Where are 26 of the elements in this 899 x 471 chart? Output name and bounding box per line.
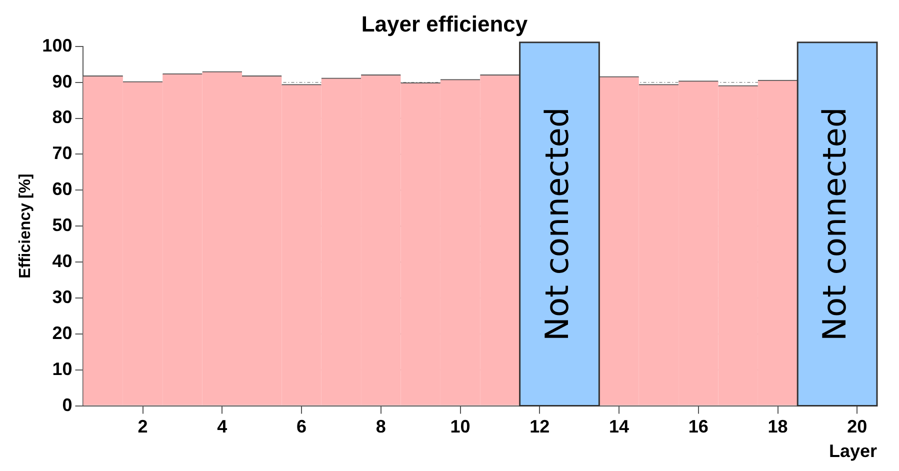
y-axis-title: Efficiency [%] (17, 174, 34, 279)
y-tick-label: 20 (52, 322, 72, 343)
band-label: Not connected (538, 107, 576, 341)
band-label: Not connected (816, 107, 854, 341)
x-axis-title: Layer (828, 441, 877, 462)
chart-title: Layer efficiency (361, 11, 528, 36)
y-tick-label: 50 (52, 215, 72, 236)
x-tick-label: 16 (688, 416, 708, 437)
x-tick-label: 12 (530, 416, 550, 437)
x-tick-label: 20 (847, 416, 868, 437)
y-tick-label: 80 (52, 107, 72, 128)
y-tick-label: 0 (62, 394, 72, 415)
x-tick-label: 2 (138, 416, 148, 437)
x-tick-label: 6 (296, 416, 307, 437)
y-tick-label: 10 (52, 358, 72, 379)
y-tick-label: 60 (52, 179, 72, 200)
x-tick-label: 18 (768, 416, 788, 437)
x-tick-label: 10 (450, 416, 470, 437)
y-tick-label: 90 (52, 71, 72, 92)
y-tick-label: 100 (42, 35, 72, 56)
x-tick-label: 14 (609, 416, 630, 437)
x-tick-label: 8 (376, 416, 386, 437)
x-tick-label: 4 (217, 416, 228, 437)
y-tick-label: 40 (52, 251, 72, 272)
y-tick-label: 30 (52, 286, 72, 307)
y-tick-label: 70 (52, 143, 72, 164)
